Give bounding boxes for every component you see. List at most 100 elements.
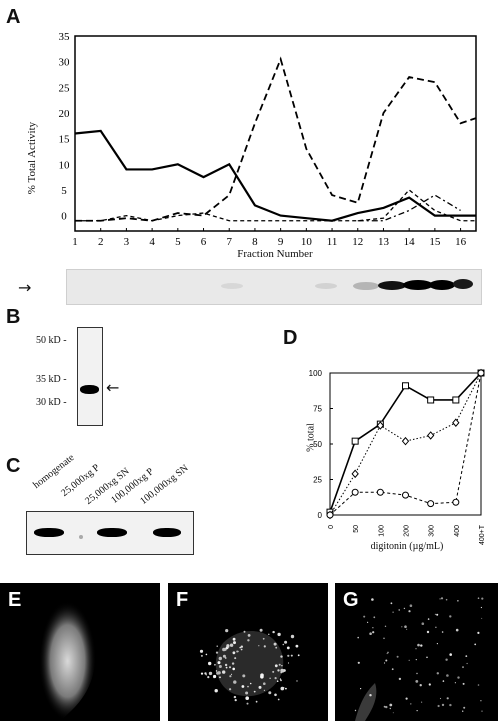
y-tick-label: 30	[59, 57, 71, 69]
vesicle-dot	[383, 637, 385, 640]
vesicle-dot	[276, 680, 279, 682]
vesicle-dot	[277, 698, 280, 701]
vesicle-dot	[477, 684, 480, 686]
panel-b-marker-35: 35 kD -	[36, 374, 67, 385]
vesicle-dot	[386, 652, 388, 655]
vesicle-dot	[219, 676, 221, 679]
vesicle-dot	[426, 656, 428, 659]
vesicle-dot	[416, 710, 418, 712]
vesicle-dot	[477, 597, 480, 599]
panel-a-xlabel: Fraction Number	[237, 248, 313, 260]
vesicle-dot	[419, 684, 422, 687]
vesicle-dot	[253, 690, 256, 693]
vesicle-dot	[390, 602, 393, 605]
vesicle-dot	[200, 654, 203, 657]
vesicle-dot	[234, 657, 237, 660]
vesicle-dot	[229, 666, 231, 669]
vesicle-dot	[263, 645, 266, 648]
vesicle-dot	[416, 672, 418, 675]
vesicle-dot	[372, 627, 374, 629]
vesicle-dot	[477, 631, 480, 634]
vesicle-dot	[398, 677, 402, 681]
vesicle-dot	[225, 666, 228, 669]
vesicle-dot	[199, 649, 204, 653]
vesicle-dot	[426, 630, 430, 634]
vesicle-dot	[274, 664, 278, 668]
vesicle-dot	[385, 659, 388, 662]
panel-d-xlabel: digitonin (µg/mL)	[370, 541, 444, 552]
vesicle-dot	[408, 659, 410, 661]
vesicle-dot	[217, 661, 221, 665]
vesicle-dot	[442, 680, 445, 682]
vesicle-dot	[441, 703, 445, 707]
series-line-solid	[74, 129, 476, 222]
vesicle-dot	[421, 701, 423, 703]
vesicle-dot	[290, 634, 295, 639]
data-point-diamond	[427, 431, 435, 440]
vesicle-dot	[398, 609, 400, 611]
vesicle-dot	[247, 685, 249, 688]
vesicle-dot	[274, 693, 277, 697]
gel-band	[315, 283, 337, 289]
gel-band	[97, 528, 127, 537]
vesicle-dot	[245, 691, 249, 695]
vesicle-dot	[274, 677, 277, 680]
vesicle-dot	[437, 704, 440, 708]
x-tick-label: 15	[429, 236, 441, 248]
vesicle-dot	[260, 673, 264, 677]
vesicle-dot	[406, 628, 408, 630]
vesicle-dot	[474, 643, 477, 646]
vesicle-dot	[275, 646, 278, 649]
vesicle-dot	[404, 625, 407, 628]
vesicle-dot	[214, 689, 218, 693]
vesicle-dot	[281, 665, 283, 667]
vesicle-dot	[357, 636, 359, 639]
vesicle-dot	[218, 656, 222, 661]
panel-d-label: D	[283, 327, 298, 349]
vesicle-dot	[207, 676, 210, 679]
vesicle-dot	[208, 671, 213, 676]
x-tick-label: 12	[352, 236, 363, 248]
x-tick-label: 400+T	[479, 524, 486, 545]
panel-a-label: A	[6, 6, 21, 28]
x-tick-label: 16	[455, 236, 467, 248]
gel-band	[80, 385, 99, 394]
data-point-circle	[351, 488, 359, 496]
vesicle-dot	[369, 632, 372, 635]
vesicle-dot	[363, 615, 366, 618]
vesicle-dot	[277, 632, 281, 637]
data-point-circle	[477, 369, 485, 377]
vesicle-dot	[371, 598, 374, 601]
vesicle-dot	[226, 644, 230, 648]
vesicle-dot	[216, 645, 218, 647]
vesicle-dot	[457, 600, 459, 602]
data-point-circle	[427, 500, 435, 508]
vesicle-dot	[282, 643, 285, 646]
vesicle-dot	[222, 647, 226, 652]
vesicle-dot	[215, 651, 219, 654]
vesicle-dot	[232, 637, 236, 641]
vesicle-dot	[262, 637, 265, 640]
panel-g-label: G	[343, 589, 359, 611]
panel-e-image: E	[0, 583, 160, 721]
vesicle-dot	[286, 646, 290, 650]
vesicle-dot	[373, 616, 376, 619]
vesicle-dot	[229, 688, 232, 691]
vesicle-dot	[263, 689, 265, 691]
vesicle-dot	[389, 707, 391, 710]
vesicle-dot	[232, 667, 235, 671]
vesicle-dot	[387, 651, 389, 654]
y-tick-label: 75	[313, 405, 322, 414]
vesicle-dot	[445, 598, 448, 601]
y-tick-label: 50	[313, 440, 322, 449]
vesicle-dot	[297, 654, 300, 657]
vesicle-dot	[259, 628, 263, 632]
data-point-circle	[376, 488, 384, 496]
vesicle-dot	[481, 597, 484, 600]
vesicle-dot	[392, 611, 394, 613]
vesicle-dot	[285, 687, 287, 690]
gel-smudge	[79, 535, 83, 539]
gel-band	[429, 280, 455, 290]
vesicle-dot	[383, 662, 386, 664]
y-tick-label: 10	[59, 159, 71, 171]
